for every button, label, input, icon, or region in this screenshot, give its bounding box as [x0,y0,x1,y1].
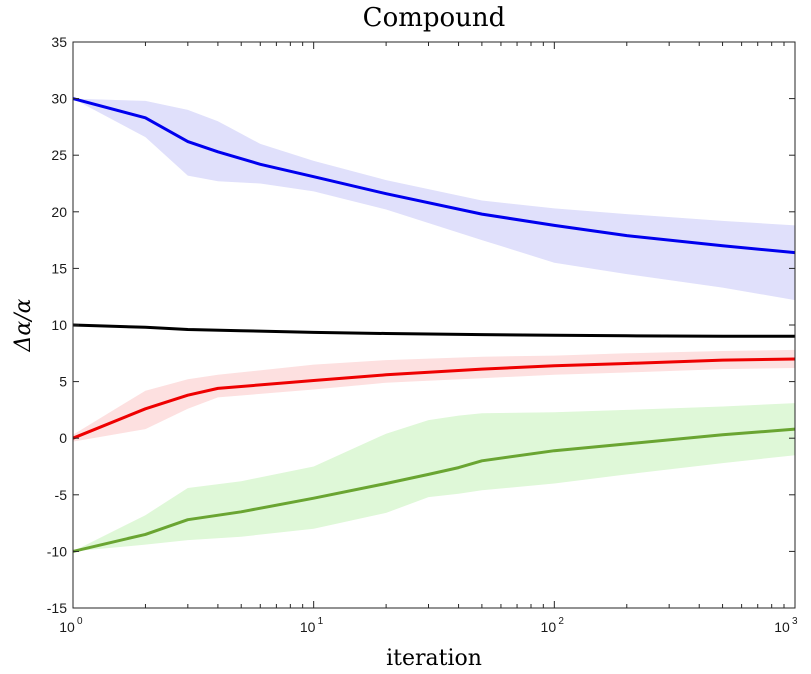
x-tick-label-exponent: 3 [792,616,798,627]
x-tick-label-base: 10 [59,619,75,635]
y-tick-label: 15 [51,260,67,276]
series-2-line [72,323,795,338]
series-4-band [73,403,795,552]
x-axis-ticks: 10 0 10 1 10 2 10 3 [59,42,798,635]
y-tick-label: -15 [47,600,67,616]
y-tick-label: 20 [51,204,67,220]
x-tick-label-base: 10 [774,619,790,635]
x-tick-label: 10 1 [300,616,324,635]
x-tick-label-exponent: 2 [558,616,564,627]
series-3-line [72,357,796,440]
y-tick-label: 5 [59,374,67,390]
y-tick-label: 10 [51,317,67,333]
y-axis-ticks: -15 -10 -5 0 5 10 15 20 25 30 35 [47,34,795,616]
series-lines [72,97,796,553]
x-tick-label-exponent: 1 [318,616,324,627]
x-tick-label-base: 10 [300,619,316,635]
x-tick-label: 10 0 [59,616,83,635]
y-tick-label: -5 [55,487,68,503]
series-1-line [72,97,796,255]
series-3-band [73,349,795,442]
x-tick-label: 10 2 [541,616,565,635]
y-tick-label: -10 [47,543,67,559]
x-tick-label-exponent: 0 [77,616,83,627]
chart-title: Compound [363,3,506,33]
x-axis-label: iteration [386,646,482,671]
series-1-band [73,98,795,301]
x-tick-label-base: 10 [541,619,557,635]
y-tick-label: 35 [51,34,67,50]
series-4-line [72,427,796,553]
y-tick-label: 25 [51,147,67,163]
y-tick-label: 0 [59,430,67,446]
y-axis-label: Δα/α [11,298,36,352]
y-tick-label: 30 [51,91,67,107]
x-tick-label: 10 3 [774,616,798,635]
